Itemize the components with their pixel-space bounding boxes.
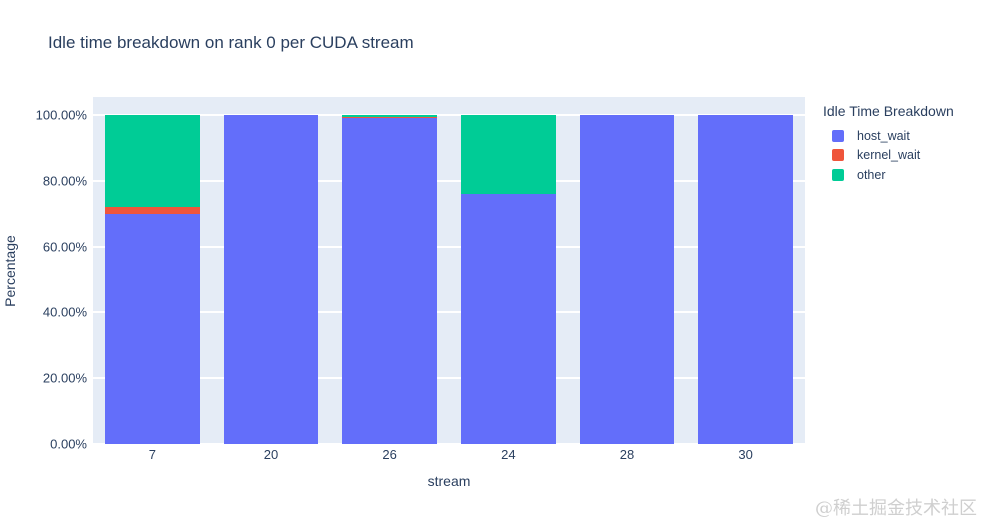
gridline-40 [93, 311, 805, 314]
gridline-0 [93, 443, 805, 445]
x-tick-label-26: 26 [382, 447, 397, 462]
legend-item-host_wait[interactable]: host_wait [818, 126, 983, 146]
legend: Idle Time Breakdown host_wait kernel_wait… [818, 103, 983, 185]
legend-label-kernel_wait: kernel_wait [857, 148, 921, 163]
y-tick-label-0: 0.00% [50, 436, 87, 452]
gridline-20 [93, 377, 805, 380]
chart-title: Idle time breakdown on rank 0 per CUDA s… [48, 33, 414, 52]
bar-stream-20[interactable] [223, 97, 319, 444]
watermark: @稀土掘金技术社区 [815, 498, 977, 519]
plot-area[interactable] [93, 97, 805, 445]
bar-segment-other-stream-26[interactable] [342, 115, 438, 117]
bar-stream-7[interactable] [104, 97, 200, 444]
gridline-80 [93, 179, 805, 182]
x-tick-label-30: 30 [738, 447, 753, 462]
bar-segment-kernel_wait-stream-26[interactable] [342, 116, 438, 118]
bar-segment-other-stream-7[interactable] [104, 115, 200, 208]
x-axis-label: stream [427, 473, 471, 489]
bar-segment-host_wait-stream-30[interactable] [698, 115, 794, 444]
bar-stream-28[interactable] [579, 97, 675, 444]
y-tick-label-100: 100.00% [35, 107, 87, 123]
x-tick-label-28: 28 [619, 447, 635, 462]
bar-stream-26[interactable] [342, 97, 438, 444]
x-tick-label-20: 20 [263, 447, 279, 462]
legend-swatch-host_wait [832, 129, 844, 142]
bar-segment-host_wait-stream-28[interactable] [579, 115, 675, 444]
legend-label-other: other [857, 167, 886, 182]
x-tick-label-24: 24 [501, 447, 516, 462]
legend-item-other[interactable]: other [818, 165, 983, 185]
legend-swatch-other [832, 168, 844, 181]
y-tick-label-80: 80.00% [42, 173, 87, 189]
y-tick-label-60: 60.00% [42, 239, 87, 255]
bar-segment-kernel_wait-stream-7[interactable] [104, 207, 200, 214]
bar-stream-30[interactable] [698, 97, 794, 444]
y-tick-label-40: 40.00% [42, 304, 87, 320]
bar-segment-host_wait-stream-7[interactable] [104, 213, 200, 444]
legend-item-kernel_wait[interactable]: kernel_wait [818, 146, 983, 166]
legend-label-host_wait: host_wait [857, 128, 910, 143]
legend-swatch-kernel_wait [832, 149, 844, 162]
bar-stream-24[interactable] [460, 97, 556, 444]
gridline-60 [93, 245, 805, 248]
gridline-100 [93, 114, 805, 117]
bar-segment-other-stream-24[interactable] [460, 115, 556, 195]
bar-segment-host_wait-stream-20[interactable] [223, 115, 319, 444]
bar-segment-host_wait-stream-24[interactable] [460, 194, 556, 444]
legend-title: Idle Time Breakdown [823, 103, 954, 119]
y-tick-label-20: 20.00% [42, 370, 87, 386]
x-tick-label-7: 7 [148, 447, 156, 462]
bar-segment-host_wait-stream-26[interactable] [342, 117, 438, 444]
